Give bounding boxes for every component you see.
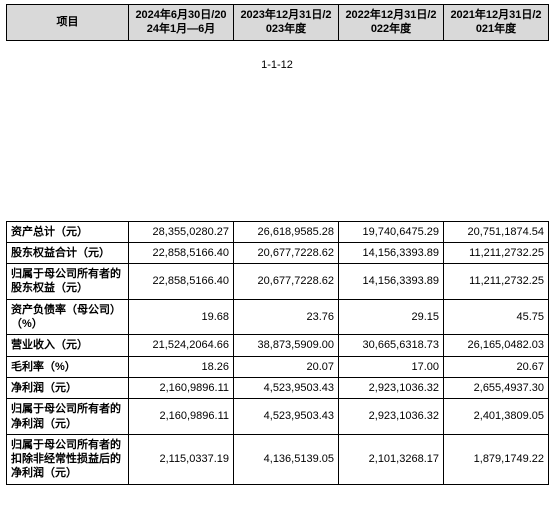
row-value: 4,523,9503.43 bbox=[234, 377, 339, 398]
table-row: 归属于母公司所有者的股东权益（元）22,858,5166.4020,677,72… bbox=[7, 264, 549, 300]
row-value: 4,523,9503.43 bbox=[234, 399, 339, 435]
row-label: 归属于母公司所有者的净利润（元） bbox=[7, 399, 129, 435]
row-value: 2,401,3809.05 bbox=[444, 399, 549, 435]
table-row: 资产总计（元）28,355,0280.2726,618,9585.2819,74… bbox=[7, 221, 549, 242]
header-table: 项目 2024年6月30日/2024年1月—6月 2023年12月31日/202… bbox=[6, 4, 549, 41]
row-value: 20,677,7228.62 bbox=[234, 242, 339, 263]
table-row: 毛利率（%）18.2620.0717.0020.67 bbox=[7, 356, 549, 377]
header-col4: 2021年12月31日/2021年度 bbox=[444, 5, 549, 41]
row-value: 2,923,1036.32 bbox=[339, 377, 444, 398]
table-row: 归属于母公司所有者的净利润（元）2,160,9896.114,523,9503.… bbox=[7, 399, 549, 435]
row-value: 4,136,5139.05 bbox=[234, 434, 339, 484]
data-table: 资产总计（元）28,355,0280.2726,618,9585.2819,74… bbox=[6, 221, 549, 485]
row-value: 26,618,9585.28 bbox=[234, 221, 339, 242]
row-value: 20.07 bbox=[234, 356, 339, 377]
table-row: 股东权益合计（元）22,858,5166.4020,677,7228.6214,… bbox=[7, 242, 549, 263]
row-value: 20,677,7228.62 bbox=[234, 264, 339, 300]
page-container: 项目 2024年6月30日/2024年1月—6月 2023年12月31日/202… bbox=[0, 0, 554, 491]
row-value: 2,160,9896.11 bbox=[129, 377, 234, 398]
row-label: 资产负债率（母公司）（%） bbox=[7, 299, 129, 335]
header-row: 项目 2024年6月30日/2024年1月—6月 2023年12月31日/202… bbox=[7, 5, 549, 41]
row-label: 股东权益合计（元） bbox=[7, 242, 129, 263]
row-value: 14,156,3393.89 bbox=[339, 242, 444, 263]
row-label: 营业收入（元） bbox=[7, 335, 129, 356]
row-value: 30,665,6318.73 bbox=[339, 335, 444, 356]
table-row: 资产负债率（母公司）（%）19.6823.7629.1545.75 bbox=[7, 299, 549, 335]
row-value: 29.15 bbox=[339, 299, 444, 335]
row-value: 19.68 bbox=[129, 299, 234, 335]
row-value: 23.76 bbox=[234, 299, 339, 335]
row-label: 归属于母公司所有者的扣除非经常性损益后的净利润（元） bbox=[7, 434, 129, 484]
row-value: 22,858,5166.40 bbox=[129, 264, 234, 300]
row-value: 14,156,3393.89 bbox=[339, 264, 444, 300]
row-value: 38,873,5909.00 bbox=[234, 335, 339, 356]
row-value: 2,655,4937.30 bbox=[444, 377, 549, 398]
row-value: 2,115,0337.19 bbox=[129, 434, 234, 484]
row-value: 20.67 bbox=[444, 356, 549, 377]
row-label: 毛利率（%） bbox=[7, 356, 129, 377]
page-number: 1-1-12 bbox=[6, 41, 548, 221]
header-col1: 2024年6月30日/2024年1月—6月 bbox=[129, 5, 234, 41]
header-col2: 2023年12月31日/2023年度 bbox=[234, 5, 339, 41]
table-row: 营业收入（元）21,524,2064.6638,873,5909.0030,66… bbox=[7, 335, 549, 356]
row-value: 20,751,1874.54 bbox=[444, 221, 549, 242]
row-value: 2,160,9896.11 bbox=[129, 399, 234, 435]
table-row: 归属于母公司所有者的扣除非经常性损益后的净利润（元）2,115,0337.194… bbox=[7, 434, 549, 484]
row-label: 净利润（元） bbox=[7, 377, 129, 398]
row-label: 资产总计（元） bbox=[7, 221, 129, 242]
row-value: 11,211,2732.25 bbox=[444, 242, 549, 263]
row-value: 26,165,0482.03 bbox=[444, 335, 549, 356]
row-value: 19,740,6475.29 bbox=[339, 221, 444, 242]
header-col0: 项目 bbox=[7, 5, 129, 41]
row-label: 归属于母公司所有者的股东权益（元） bbox=[7, 264, 129, 300]
row-value: 1,879,1749.22 bbox=[444, 434, 549, 484]
row-value: 17.00 bbox=[339, 356, 444, 377]
row-value: 2,101,3268.17 bbox=[339, 434, 444, 484]
row-value: 28,355,0280.27 bbox=[129, 221, 234, 242]
table-body: 资产总计（元）28,355,0280.2726,618,9585.2819,74… bbox=[7, 221, 549, 484]
row-value: 11,211,2732.25 bbox=[444, 264, 549, 300]
row-value: 18.26 bbox=[129, 356, 234, 377]
row-value: 21,524,2064.66 bbox=[129, 335, 234, 356]
row-value: 2,923,1036.32 bbox=[339, 399, 444, 435]
row-value: 45.75 bbox=[444, 299, 549, 335]
row-value: 22,858,5166.40 bbox=[129, 242, 234, 263]
table-row: 净利润（元）2,160,9896.114,523,9503.432,923,10… bbox=[7, 377, 549, 398]
header-col3: 2022年12月31日/2022年度 bbox=[339, 5, 444, 41]
